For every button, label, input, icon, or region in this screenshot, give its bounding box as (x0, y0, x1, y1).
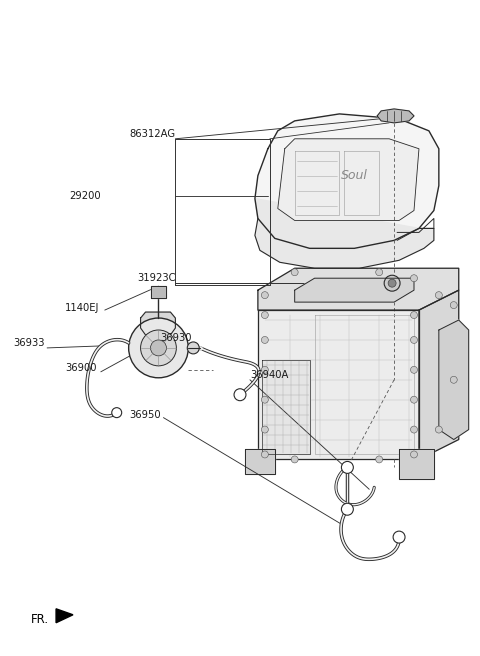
Text: 36933: 36933 (13, 338, 45, 348)
Text: 36940A: 36940A (250, 370, 288, 380)
Circle shape (410, 337, 418, 344)
Polygon shape (245, 449, 275, 474)
Circle shape (262, 426, 268, 433)
Circle shape (393, 531, 405, 543)
Circle shape (112, 407, 122, 418)
Circle shape (151, 340, 167, 356)
Circle shape (141, 330, 176, 366)
Circle shape (410, 396, 418, 403)
Circle shape (262, 451, 268, 458)
Circle shape (129, 318, 188, 378)
Circle shape (435, 292, 443, 298)
Polygon shape (278, 139, 419, 220)
Circle shape (262, 312, 268, 319)
Polygon shape (258, 310, 419, 459)
Circle shape (262, 366, 268, 373)
Circle shape (341, 503, 353, 515)
Polygon shape (399, 449, 434, 480)
Polygon shape (141, 312, 175, 335)
Text: 1140EJ: 1140EJ (64, 303, 99, 313)
Circle shape (410, 451, 418, 458)
Circle shape (262, 396, 268, 403)
Polygon shape (262, 360, 310, 455)
Circle shape (187, 342, 199, 354)
Circle shape (450, 302, 457, 308)
Polygon shape (151, 286, 167, 298)
Polygon shape (419, 290, 459, 459)
Circle shape (262, 337, 268, 344)
Circle shape (234, 389, 246, 401)
Text: 31923C: 31923C (137, 273, 175, 283)
Circle shape (450, 377, 457, 383)
Text: 36950: 36950 (129, 409, 160, 420)
Text: 86312AG: 86312AG (129, 129, 175, 139)
Polygon shape (377, 109, 414, 123)
Circle shape (341, 461, 353, 474)
Circle shape (410, 312, 418, 319)
Text: 29200: 29200 (69, 190, 101, 201)
Text: Soul: Soul (341, 169, 368, 182)
Text: 36930: 36930 (160, 333, 192, 343)
Text: FR.: FR. (31, 613, 49, 626)
Circle shape (410, 426, 418, 433)
Circle shape (388, 279, 396, 287)
Polygon shape (56, 609, 73, 623)
Circle shape (384, 276, 400, 291)
Polygon shape (439, 320, 468, 440)
Polygon shape (295, 278, 414, 302)
Polygon shape (255, 199, 434, 268)
Circle shape (410, 366, 418, 373)
Circle shape (435, 426, 443, 433)
Polygon shape (258, 268, 459, 310)
Polygon shape (255, 114, 439, 249)
Circle shape (376, 269, 383, 276)
Circle shape (262, 292, 268, 298)
Circle shape (291, 269, 298, 276)
Text: 36900: 36900 (65, 363, 97, 373)
Circle shape (376, 456, 383, 463)
Circle shape (410, 275, 418, 281)
Circle shape (291, 456, 298, 463)
